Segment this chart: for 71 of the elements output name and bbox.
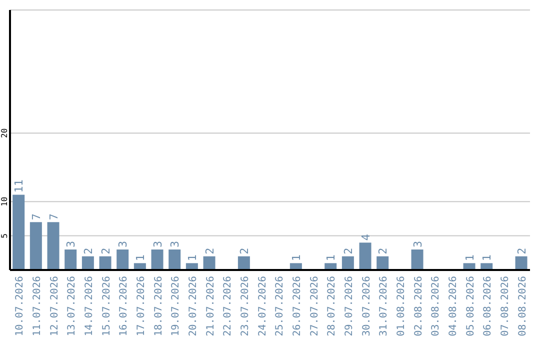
bar [99,256,112,270]
x-tick-label: 04.08.2026 [448,276,459,336]
data-label: 4 [359,234,372,241]
x-tick-label: 16.07.2026 [118,276,130,336]
data-label: 1 [324,254,338,262]
x-tick-label: 02.08.2026 [413,276,424,336]
x-tick-label: 27.07.2026 [309,276,320,336]
x-tick-label: 18.07.2026 [153,276,164,336]
x-tick-label: 03.08.2026 [430,276,442,336]
bar [376,256,389,270]
bar [238,256,250,270]
x-tick-label: 08.08.2026 [517,276,528,336]
x-tick-label: 12.07.2026 [49,276,60,336]
data-label: 3 [411,240,424,248]
data-label: 7 [30,213,43,220]
data-label: 2 [203,248,216,254]
bar [342,256,354,270]
data-label: 2 [376,248,390,254]
data-label: 1 [134,254,147,262]
x-tick-label: 28.07.2026 [326,276,338,336]
bar [30,222,42,270]
bar [64,249,77,270]
data-label: 7 [47,213,60,220]
data-label: 11 [12,179,26,193]
data-label: 3 [168,240,182,248]
x-tick-label: 29.07.2026 [344,276,355,336]
data-label: 2 [342,248,355,254]
data-label: 3 [151,240,164,248]
bar [116,249,129,270]
x-tick-label: 15.07.2026 [101,276,112,336]
x-tick-label: 19.07.2026 [170,276,182,336]
data-label: 3 [64,240,78,248]
x-tick-label: 31.07.2026 [378,276,390,336]
bar [47,222,60,270]
data-label: 1 [290,254,303,262]
bar [203,256,216,270]
data-label: 3 [116,240,130,248]
bar [515,256,528,270]
data-label: 1 [463,254,476,262]
x-tick-label: 06.08.2026 [482,276,494,336]
x-tick-label: 23.07.2026 [240,276,251,336]
x-tick-label: 22.07.2026 [222,276,234,336]
data-label: 2 [99,248,112,254]
x-tick-label: 07.08.2026 [500,276,511,336]
bar [359,242,372,270]
y-tick-label: 5 [0,233,9,238]
x-tick-label: 24.07.2026 [257,276,268,336]
x-tick-label: 25.07.2026 [274,276,286,336]
x-tick-label: 14.07.2026 [84,276,95,336]
x-tick-label: 20.07.2026 [188,276,199,336]
data-label: 1 [186,254,199,262]
x-tick-label: 21.07.2026 [205,276,216,336]
bar [12,194,25,270]
x-tick-label: 17.07.2026 [136,276,147,336]
bar [411,249,424,270]
data-label: 2 [82,248,95,254]
data-label: 2 [515,248,528,254]
x-tick-label: 30.07.2026 [361,276,372,336]
y-tick-label: 10 [0,196,9,206]
data-label: 2 [238,248,251,254]
y-tick-label: 20 [0,128,9,138]
data-label: 1 [480,254,494,262]
x-tick-label: 01.08.2026 [396,276,407,336]
x-tick-label: 10.07.2026 [14,276,26,336]
x-tick-label: 05.08.2026 [465,276,476,336]
bar [151,249,164,270]
x-tick-label: 13.07.2026 [66,276,78,336]
x-tick-label: 11.07.2026 [32,276,43,336]
x-tick-label: 26.07.2026 [292,276,303,336]
bar [82,256,94,270]
bar [168,249,181,270]
